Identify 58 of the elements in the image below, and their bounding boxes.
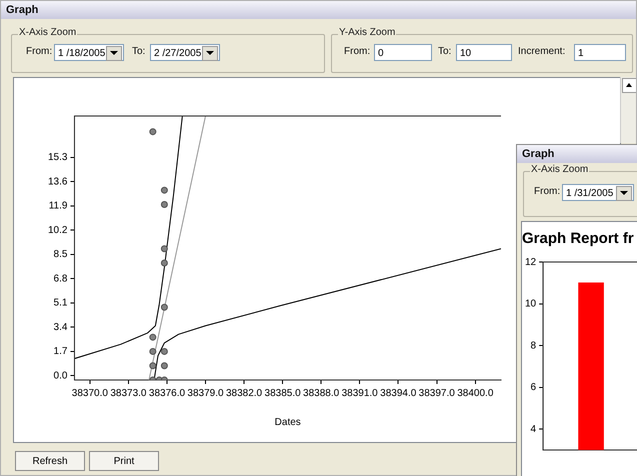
point (160, 245, 168, 252)
text: From: (534, 186, 560, 197)
text: 1 (578, 48, 584, 59)
text: X-Axis Zoom (530, 164, 590, 175)
point (160, 200, 168, 208)
x-tick-label: 38382.0 (226, 388, 263, 399)
text: Graph (517, 145, 637, 163)
point (149, 334, 156, 341)
text: X-Axis Zoom (18, 27, 78, 38)
point (149, 362, 156, 370)
text: Refresh (15, 451, 85, 471)
text: 0 (378, 48, 384, 59)
text: 10 (460, 48, 472, 59)
y-tick-label: 13.6 (48, 176, 68, 188)
x-tick-label: 38391.0 (342, 388, 378, 399)
y-tick-label: 5.1 (54, 298, 68, 309)
x-tick-label: 38397.0 (418, 388, 456, 399)
text: 2 /27/2005 (154, 48, 202, 59)
y-tick-label: 1.7 (54, 346, 68, 358)
text: From: (26, 46, 52, 57)
y-tick-label: 10 (525, 298, 537, 310)
text: Y-Axis Zoom (338, 27, 396, 38)
point (160, 362, 168, 370)
x-tick-label: 38385.0 (264, 388, 302, 399)
y-tick-label: 12 (525, 256, 537, 268)
text: Print (89, 451, 159, 471)
y-tick-label: 6 (530, 382, 537, 394)
x-axis-title: Dates (274, 416, 301, 428)
point (160, 348, 168, 355)
text: To: (438, 46, 452, 57)
text: 1 /31/2005 (566, 188, 614, 199)
x-tick-label: 38370.0 (72, 388, 108, 399)
y-tick-label: 10.2 (48, 224, 68, 236)
text: 1 /18/2005 (58, 48, 106, 59)
y-tick-label: 11.9 (48, 200, 68, 212)
point (149, 348, 156, 355)
point (149, 128, 156, 136)
y-tick-label: 0.0 (54, 370, 68, 382)
point (160, 304, 168, 311)
y-tick-label: 3.4 (54, 322, 68, 333)
text: From: (344, 46, 370, 57)
x-tick-label: 38400.0 (457, 388, 494, 399)
text: To: (132, 46, 146, 57)
chart-title: Graph Report fr (522, 230, 634, 248)
y-tick-label: 8.5 (54, 249, 68, 260)
x-tick-label: 38388.0 (303, 388, 340, 399)
y-tick-label: 15.3 (48, 152, 68, 164)
point (160, 259, 168, 266)
x-tick-label: 38376.0 (148, 388, 186, 399)
x-tick-label: 38379.0 (187, 388, 224, 399)
y-tick-label: 6.8 (54, 273, 68, 284)
x-tick-label: 38373.0 (110, 388, 147, 399)
x-tick-label: 38394.0 (380, 388, 417, 399)
point (160, 186, 168, 194)
y-tick-label: 4 (530, 424, 537, 435)
y-tick-label: 8 (530, 340, 537, 352)
text: Increment: (518, 46, 566, 57)
text: Graph (1, 1, 636, 19)
